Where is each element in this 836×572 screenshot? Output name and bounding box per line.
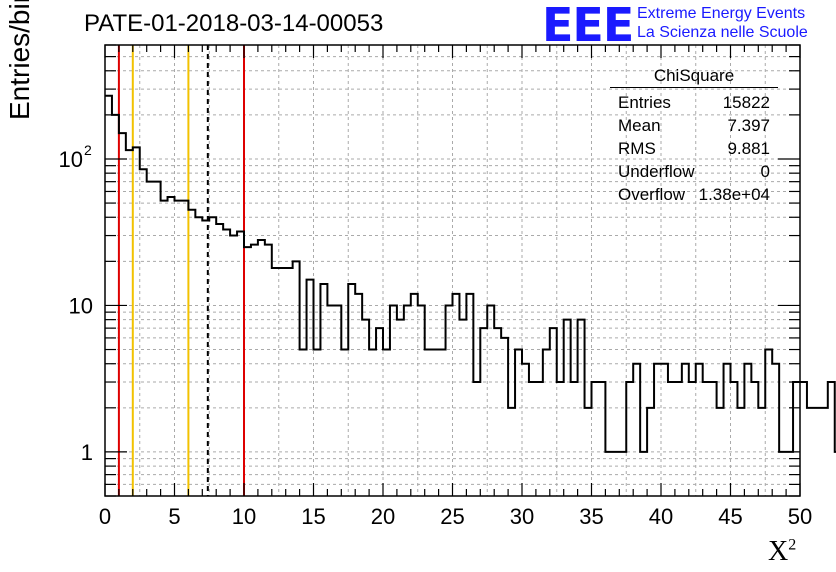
axis-ticks — [104, 44, 801, 497]
stats-row: RMS 9.881 — [610, 137, 778, 160]
stats-value: 0 — [760, 162, 770, 181]
x-tick-label: 5 — [168, 504, 180, 529]
stats-row: Entries 15822 — [610, 91, 778, 114]
x-tick-label: 15 — [301, 504, 325, 529]
stats-value: 9.881 — [727, 139, 770, 158]
x-tick-label: 30 — [510, 504, 534, 529]
stats-label: Mean — [618, 116, 661, 135]
grid — [105, 44, 800, 497]
logo-line-2: La Scienza nelle Scuole — [637, 24, 808, 41]
y-axis-label: Entries/bin — [4, 0, 35, 120]
run-title: PATE-01-2018-03-14-00053 — [84, 10, 384, 37]
logo-caption: Extreme Energy Events La Scienza nelle S… — [637, 4, 808, 42]
x-tick-label: 10 — [232, 504, 256, 529]
stats-row: Mean 7.397 — [610, 114, 778, 137]
stats-title: ChiSquare — [610, 66, 778, 88]
x-tick-label: 50 — [788, 504, 812, 529]
stats-value: 1.38e+04 — [698, 185, 770, 204]
x-axis-symbol: X — [768, 536, 789, 567]
y-tick-label-exponent: 2 — [84, 142, 92, 158]
eee-logo: EEE — [542, 0, 634, 52]
stats-row: Overflow 1.38e+04 — [610, 183, 778, 206]
x-axis-label: X2 — [768, 536, 796, 568]
stats-label: RMS — [618, 139, 656, 158]
stats-label: Overflow — [618, 185, 686, 204]
x-axis-exponent: 2 — [788, 536, 797, 554]
x-tick-label: 40 — [649, 504, 673, 529]
x-tick-label: 35 — [579, 504, 603, 529]
x-tick-label: 20 — [371, 504, 395, 529]
logo-line-1: Extreme Energy Events — [637, 5, 806, 22]
x-tick-label: 0 — [99, 504, 111, 529]
stats-label: Entries — [618, 93, 671, 112]
histogram-series — [105, 94, 836, 453]
y-tick-label: 10 — [69, 293, 93, 318]
marker-lines — [117, 45, 245, 496]
stats-label: Underflow — [618, 162, 695, 181]
stats-row: Underflow 0 — [610, 160, 778, 183]
y-tick-label: 10 — [59, 147, 83, 172]
stats-value: 7.397 — [727, 116, 770, 135]
x-tick-label: 25 — [440, 504, 464, 529]
x-tick-label: 45 — [718, 504, 742, 529]
y-tick-label: 1 — [81, 440, 93, 465]
stats-value: 15822 — [722, 93, 770, 112]
stats-box: ChiSquare Entries 15822 Mean 7.397 RMS 9.88… — [610, 66, 778, 206]
